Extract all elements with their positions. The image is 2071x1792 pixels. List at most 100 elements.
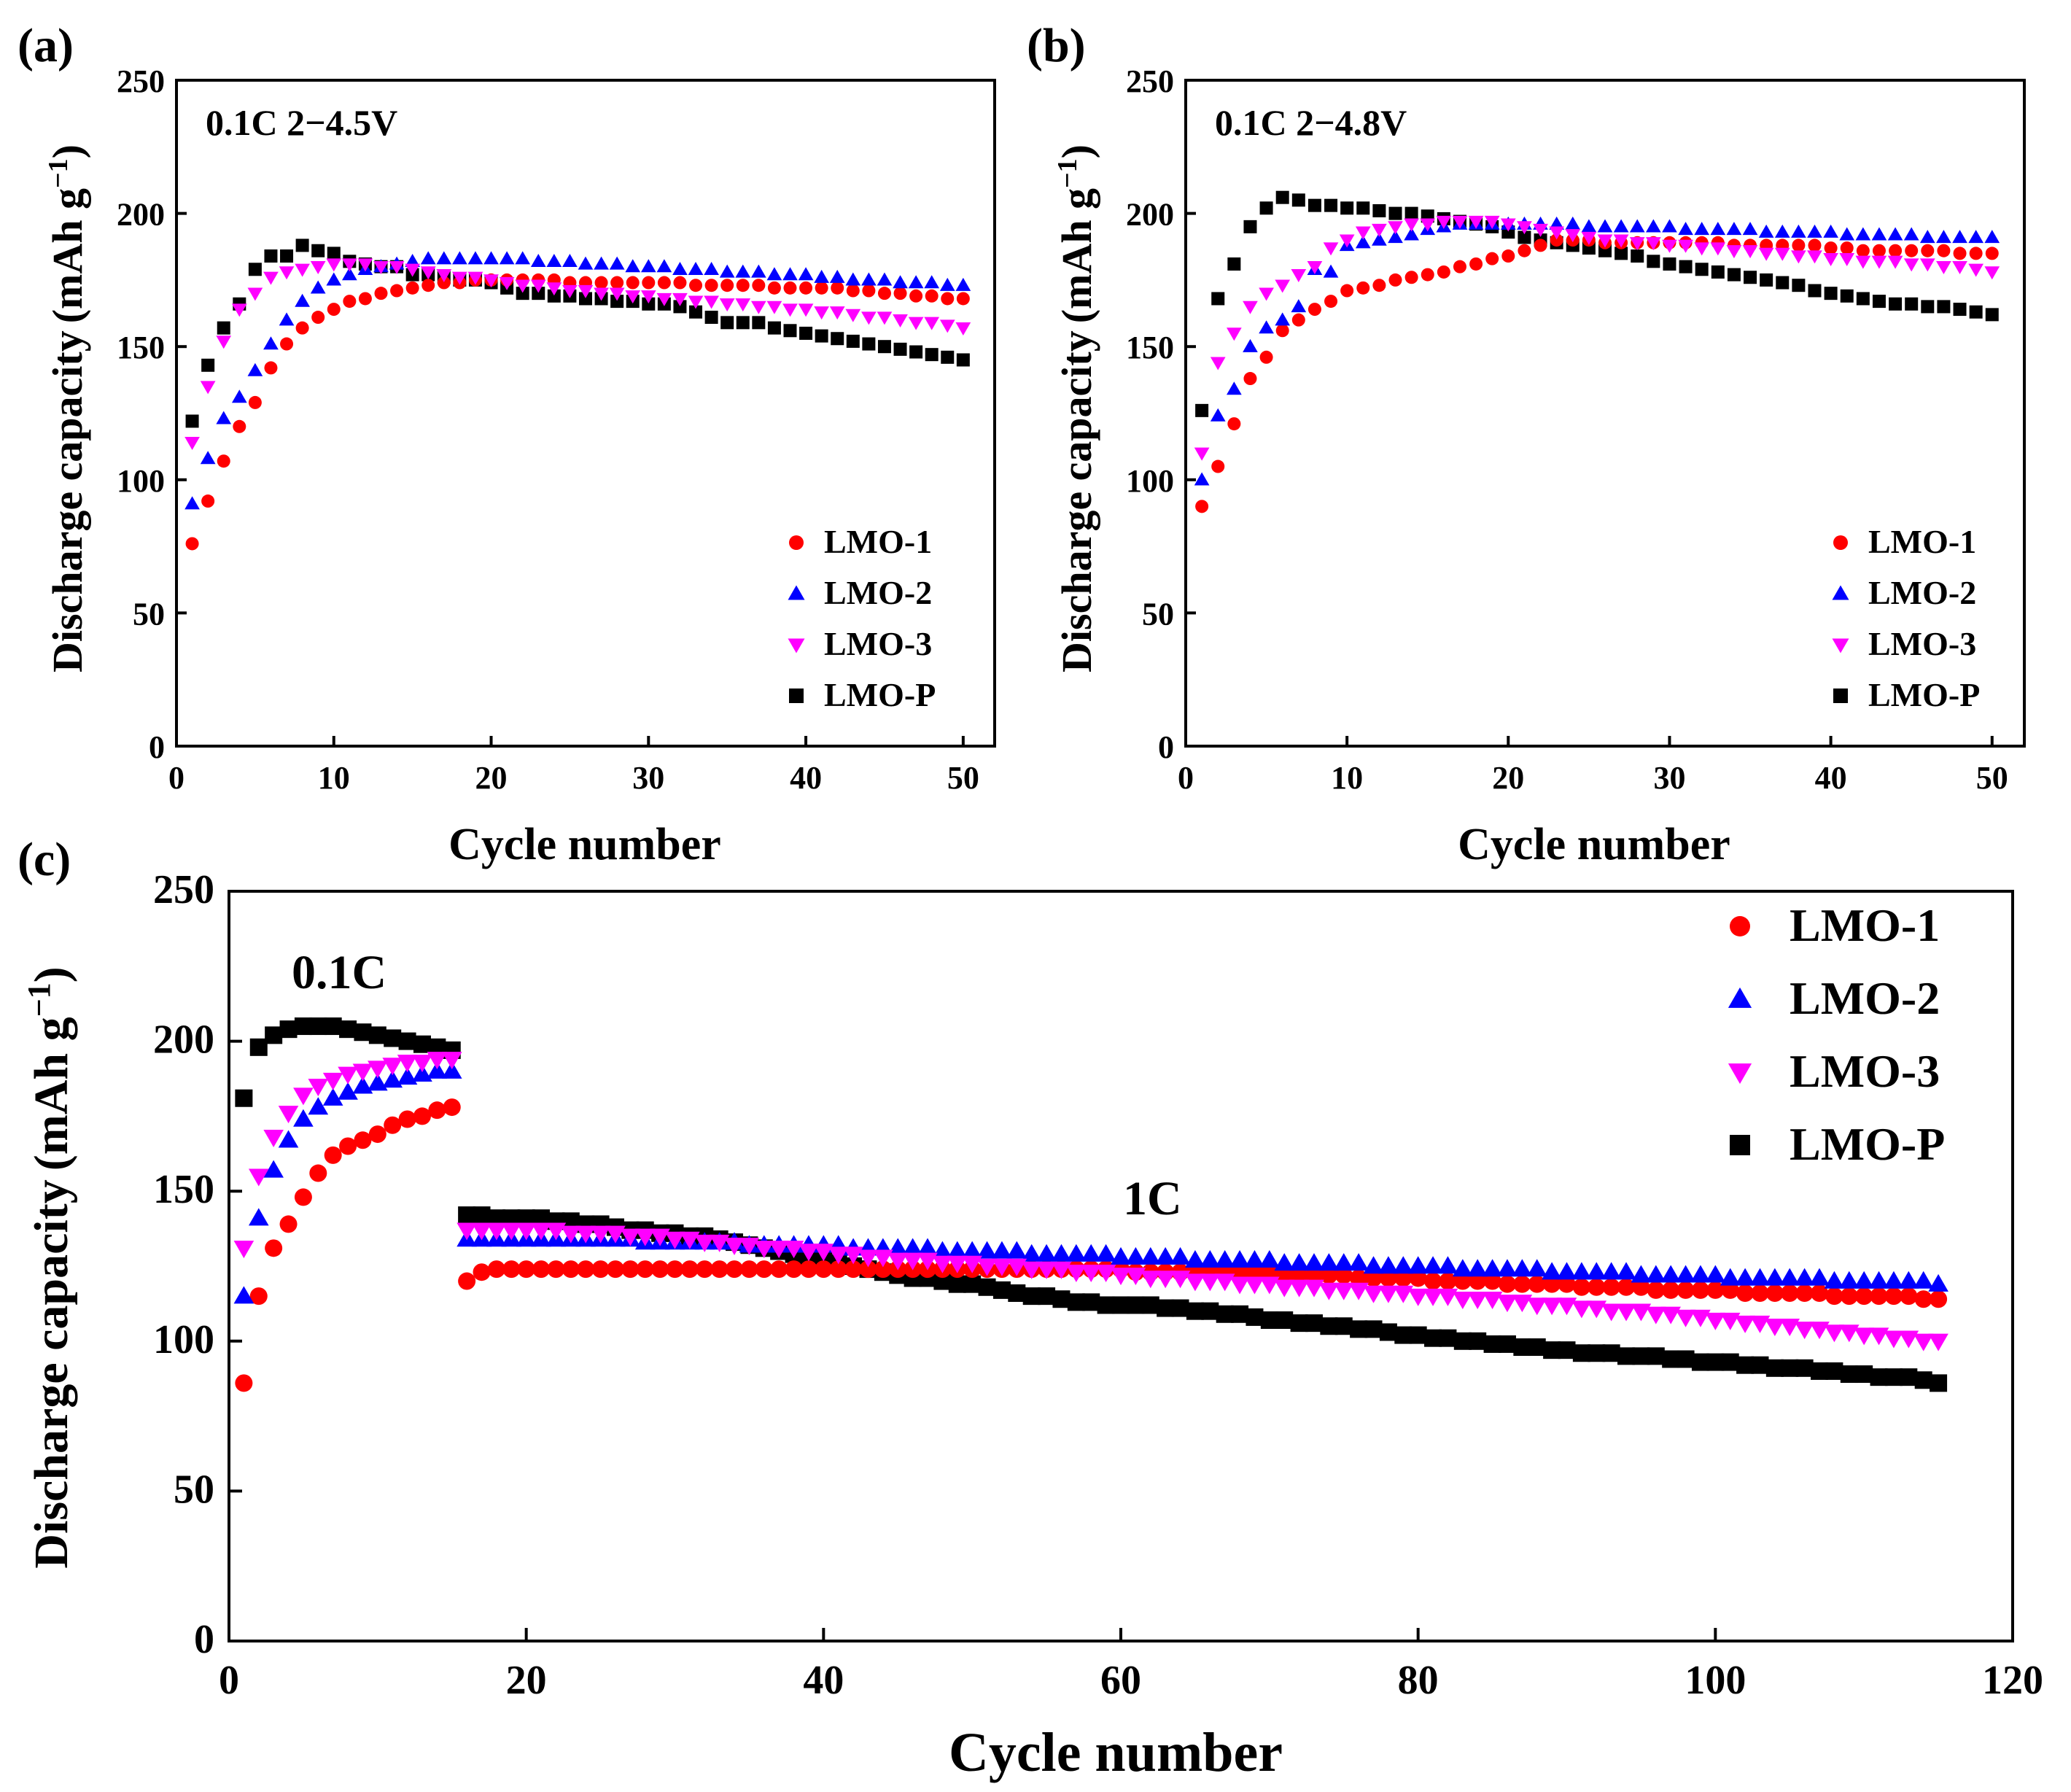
panel-b-legend-marker-lmo-3 bbox=[1832, 638, 1849, 653]
panel-a-point-lmo-1 bbox=[343, 295, 357, 309]
panel-c-point-lmo-p bbox=[1290, 1314, 1308, 1333]
panel-c-point-lmo-1 bbox=[1260, 1263, 1278, 1281]
panel-c-point-lmo-1 bbox=[755, 1260, 773, 1279]
panel-c-point-lmo-1 bbox=[1364, 1269, 1383, 1287]
panel-a-point-lmo-1 bbox=[295, 321, 309, 335]
panel-c-point-lmo-1 bbox=[1231, 1263, 1249, 1281]
panel-b-point-lmo-3 bbox=[1436, 215, 1452, 229]
panel-c-point-lmo-p bbox=[1275, 1311, 1294, 1330]
panel-c-point-lmo-3 bbox=[1051, 1261, 1072, 1279]
panel-b-point-lmo-1 bbox=[1905, 244, 1919, 257]
panel-b-series-lmo-3 bbox=[1194, 215, 2000, 461]
panel-c-xtick-label: 60 bbox=[1100, 1658, 1141, 1703]
panel-c-point-lmo-2 bbox=[441, 1060, 462, 1079]
panel-c-point-lmo-p bbox=[1483, 1335, 1501, 1353]
panel-b-xlabel: Cycle number bbox=[1458, 820, 1730, 869]
panel-a-point-lmo-2 bbox=[231, 389, 247, 403]
panel-c-point-lmo-2 bbox=[1200, 1249, 1221, 1268]
panel-c-point-lmo-p bbox=[1855, 1365, 1873, 1384]
panel-b-point-lmo-p bbox=[1776, 276, 1790, 290]
panel-c-point-lmo-2 bbox=[1348, 1253, 1369, 1271]
panel-c-point-lmo-3 bbox=[1824, 1324, 1845, 1343]
panel-c-point-lmo-3 bbox=[1348, 1282, 1369, 1300]
panel-a-ytick-label: 150 bbox=[117, 330, 165, 365]
panel-c-point-lmo-1 bbox=[1558, 1275, 1576, 1293]
panel-a-point-lmo-1 bbox=[846, 284, 860, 298]
panel-c-point-lmo-p bbox=[1840, 1365, 1858, 1384]
panel-a-letter: (a) bbox=[18, 19, 74, 72]
panel-c-point-lmo-1 bbox=[1751, 1284, 1769, 1303]
panel-b-axes-frame bbox=[1184, 79, 2026, 748]
panel-b-point-lmo-2 bbox=[1549, 216, 1565, 230]
panel-b-point-lmo-p bbox=[1985, 308, 1999, 322]
panel-c-point-lmo-3 bbox=[263, 1129, 284, 1147]
panel-b-point-lmo-2 bbox=[1388, 230, 1403, 244]
panel-a-point-lmo-p bbox=[752, 316, 766, 330]
panel-b-point-lmo-3 bbox=[1372, 223, 1387, 237]
panel-c-point-lmo-1 bbox=[1588, 1278, 1606, 1296]
panel-c-point-lmo-1 bbox=[384, 1116, 402, 1134]
panel-c-point-lmo-2 bbox=[1170, 1246, 1191, 1265]
panel-a-point-lmo-p bbox=[516, 287, 529, 300]
panel-c-point-lmo-p bbox=[1736, 1356, 1755, 1374]
panel-c-point-lmo-p bbox=[368, 1026, 386, 1044]
panel-c-point-lmo-1 bbox=[547, 1260, 565, 1279]
panel-a-point-lmo-2 bbox=[295, 293, 310, 307]
panel-b-point-lmo-p bbox=[1324, 198, 1338, 212]
panel-c-point-lmo-p bbox=[339, 1020, 357, 1039]
panel-b-point-lmo-2 bbox=[1791, 224, 1806, 238]
panel-a-point-lmo-2 bbox=[861, 272, 877, 286]
panel-c-point-lmo-p bbox=[1022, 1287, 1041, 1306]
panel-c-point-lmo-2 bbox=[412, 1064, 432, 1082]
panel-a-point-lmo-1 bbox=[264, 361, 278, 375]
panel-c-point-lmo-p bbox=[1394, 1326, 1413, 1344]
panel-a-point-lmo-1 bbox=[374, 287, 388, 300]
panel-c-point-lmo-2 bbox=[1705, 1265, 1726, 1283]
panel-b-point-lmo-2 bbox=[1774, 224, 1790, 238]
panel-c-point-lmo-2 bbox=[976, 1241, 998, 1259]
panel-a-point-lmo-1 bbox=[752, 279, 766, 292]
panel-c-point-lmo-2 bbox=[917, 1238, 938, 1256]
panel-c-point-lmo-2 bbox=[1646, 1265, 1666, 1283]
panel-a-point-lmo-3 bbox=[750, 300, 766, 314]
panel-c-point-lmo-1 bbox=[1795, 1284, 1814, 1303]
panel-c-point-lmo-1 bbox=[487, 1260, 505, 1279]
panel-c-point-lmo-3 bbox=[1631, 1303, 1652, 1322]
panel-c-point-lmo-p bbox=[235, 1089, 253, 1107]
panel-c-point-lmo-3 bbox=[634, 1228, 656, 1246]
panel-a-point-lmo-3 bbox=[656, 292, 672, 306]
panel-a-point-lmo-3 bbox=[719, 298, 735, 312]
panel-c-point-lmo-3 bbox=[412, 1055, 432, 1073]
panel-b-point-lmo-2 bbox=[1226, 381, 1242, 395]
panel-c-point-lmo-3 bbox=[1363, 1285, 1384, 1303]
panel-b-point-lmo-p bbox=[1937, 300, 1951, 314]
panel-b-point-lmo-3 bbox=[1726, 245, 1742, 259]
panel-a-point-lmo-3 bbox=[357, 258, 373, 272]
panel-c-point-lmo-p bbox=[1201, 1302, 1219, 1320]
panel-c-point-lmo-3 bbox=[992, 1258, 1012, 1276]
panel-a-ytick-label: 250 bbox=[117, 63, 165, 99]
panel-a-ylabel-unit-sup: −1 bbox=[43, 158, 74, 188]
panel-a-point-lmo-2 bbox=[515, 251, 531, 265]
panel-c-point-lmo-3 bbox=[1423, 1288, 1443, 1306]
panel-b-point-lmo-3 bbox=[1694, 242, 1710, 256]
panel-c-point-lmo-2 bbox=[1794, 1268, 1815, 1286]
panel-b-legend-marker-lmo-2 bbox=[1832, 585, 1849, 600]
panel-c-ylabel-unit-post: ) bbox=[25, 966, 78, 982]
panel-b-point-lmo-3 bbox=[1517, 221, 1532, 235]
panel-c-point-lmo-p bbox=[978, 1278, 996, 1296]
panel-b-point-lmo-3 bbox=[1919, 258, 1935, 272]
panel-b-point-lmo-1 bbox=[1534, 238, 1547, 252]
panel-b-point-lmo-p bbox=[1308, 198, 1321, 212]
panel-c-point-lmo-3 bbox=[1155, 1271, 1176, 1289]
panel-c-point-lmo-p bbox=[1884, 1368, 1903, 1386]
panel-a-ylabel: Discharge capacity (mAh g−1) bbox=[43, 144, 91, 672]
panel-c-point-lmo-1 bbox=[1706, 1281, 1725, 1299]
panel-a-point-lmo-2 bbox=[247, 362, 263, 376]
panel-a-point-lmo-1 bbox=[201, 494, 215, 508]
panel-c-point-lmo-3 bbox=[1453, 1292, 1473, 1310]
panel-a-legend-label-lmo-2: LMO-2 bbox=[824, 574, 932, 611]
panel-c-point-lmo-2 bbox=[1423, 1256, 1443, 1274]
panel-c-point-lmo-2 bbox=[1765, 1268, 1785, 1286]
panel-a-point-lmo-p bbox=[815, 329, 828, 343]
